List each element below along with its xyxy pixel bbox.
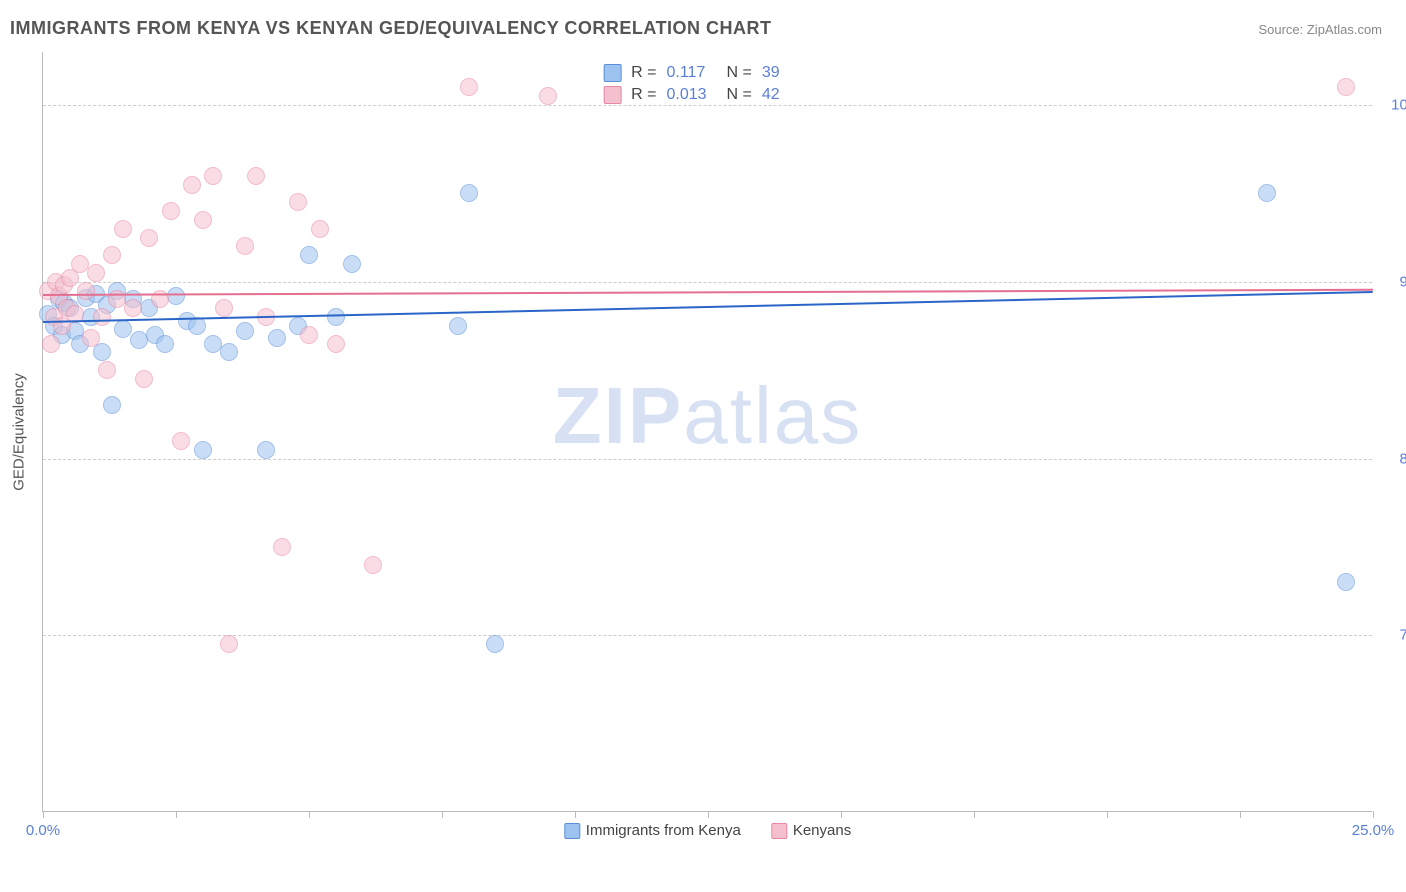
y-tick-label: 100.0%: [1382, 97, 1406, 114]
swatch-immigrants: [564, 823, 580, 839]
x-tick: [841, 811, 842, 818]
r-value-kenyans: 0.013: [667, 86, 717, 104]
gridline: [43, 105, 1372, 106]
plot-area: GED/Equivalency ZIPatlas R = 0.117 N = 3…: [42, 52, 1372, 812]
y-tick-label: 80.0%: [1382, 450, 1406, 467]
x-tick: [309, 811, 310, 818]
gridline: [43, 635, 1372, 636]
y-tick-label: 70.0%: [1382, 627, 1406, 644]
n-label: N =: [727, 64, 752, 82]
n-value-immigrants: 39: [762, 64, 812, 82]
y-axis-title: GED/Equivalency: [11, 373, 28, 491]
gridline: [43, 459, 1372, 460]
data-point-immigrants: [103, 396, 121, 414]
x-tick: [575, 811, 576, 818]
legend-label-immigrants: Immigrants from Kenya: [586, 822, 741, 839]
trend-line-immigrants: [43, 291, 1373, 323]
legend-item-immigrants: Immigrants from Kenya: [564, 822, 741, 839]
stat-row-immigrants: R = 0.117 N = 39: [603, 62, 812, 84]
data-point-kenyans: [220, 635, 238, 653]
chart-title: IMMIGRANTS FROM KENYA VS KENYAN GED/EQUI…: [10, 18, 772, 39]
data-point-kenyans: [460, 78, 478, 96]
data-point-immigrants: [460, 184, 478, 202]
r-value-immigrants: 0.117: [667, 64, 717, 82]
data-point-kenyans: [42, 335, 60, 353]
data-point-kenyans: [93, 308, 111, 326]
x-tick: [1373, 811, 1374, 818]
data-point-immigrants: [194, 441, 212, 459]
data-point-immigrants: [167, 287, 185, 305]
r-label: R =: [631, 64, 656, 82]
data-point-immigrants: [1337, 573, 1355, 591]
x-tick-label: 0.0%: [26, 822, 60, 839]
source-label: Source: ZipAtlas.com: [1258, 22, 1382, 37]
bottom-legend: Immigrants from Kenya Kenyans: [564, 822, 851, 839]
data-point-immigrants: [327, 308, 345, 326]
watermark: ZIPatlas: [553, 370, 862, 462]
data-point-immigrants: [268, 329, 286, 347]
data-point-immigrants: [236, 322, 254, 340]
data-point-kenyans: [247, 167, 265, 185]
swatch-immigrants: [603, 64, 621, 82]
swatch-kenyans: [771, 823, 787, 839]
data-point-kenyans: [82, 329, 100, 347]
data-point-immigrants: [220, 343, 238, 361]
data-point-kenyans: [77, 282, 95, 300]
watermark-light: atlas: [683, 371, 862, 460]
data-point-kenyans: [140, 229, 158, 247]
data-point-kenyans: [539, 87, 557, 105]
data-point-immigrants: [1258, 184, 1276, 202]
data-point-kenyans: [172, 432, 190, 450]
data-point-kenyans: [124, 299, 142, 317]
data-point-kenyans: [183, 176, 201, 194]
data-point-kenyans: [215, 299, 233, 317]
data-point-immigrants: [486, 635, 504, 653]
data-point-kenyans: [87, 264, 105, 282]
watermark-bold: ZIP: [553, 371, 683, 460]
data-point-immigrants: [156, 335, 174, 353]
gridline: [43, 282, 1372, 283]
n-label: N =: [727, 86, 752, 104]
x-tick: [708, 811, 709, 818]
data-point-kenyans: [236, 237, 254, 255]
data-point-kenyans: [98, 361, 116, 379]
stat-legend: R = 0.117 N = 39 R = 0.013 N = 42: [595, 60, 820, 108]
data-point-kenyans: [194, 211, 212, 229]
y-tick-label: 90.0%: [1382, 273, 1406, 290]
x-tick: [442, 811, 443, 818]
data-point-kenyans: [103, 246, 121, 264]
x-tick: [974, 811, 975, 818]
data-point-kenyans: [364, 556, 382, 574]
data-point-kenyans: [114, 220, 132, 238]
data-point-kenyans: [273, 538, 291, 556]
data-point-immigrants: [343, 255, 361, 273]
data-point-immigrants: [257, 441, 275, 459]
data-point-kenyans: [300, 326, 318, 344]
data-point-kenyans: [1337, 78, 1355, 96]
data-point-immigrants: [449, 317, 467, 335]
x-tick: [1107, 811, 1108, 818]
data-point-kenyans: [327, 335, 345, 353]
legend-label-kenyans: Kenyans: [793, 822, 851, 839]
x-tick-label: 25.0%: [1352, 822, 1395, 839]
x-tick: [43, 811, 44, 818]
legend-item-kenyans: Kenyans: [771, 822, 851, 839]
data-point-kenyans: [311, 220, 329, 238]
r-label: R =: [631, 86, 656, 104]
stat-row-kenyans: R = 0.013 N = 42: [603, 84, 812, 106]
data-point-immigrants: [114, 320, 132, 338]
data-point-immigrants: [300, 246, 318, 264]
data-point-kenyans: [135, 370, 153, 388]
n-value-kenyans: 42: [762, 86, 812, 104]
data-point-kenyans: [204, 167, 222, 185]
swatch-kenyans: [603, 86, 621, 104]
data-point-kenyans: [162, 202, 180, 220]
x-tick: [176, 811, 177, 818]
x-tick: [1240, 811, 1241, 818]
data-point-kenyans: [289, 193, 307, 211]
